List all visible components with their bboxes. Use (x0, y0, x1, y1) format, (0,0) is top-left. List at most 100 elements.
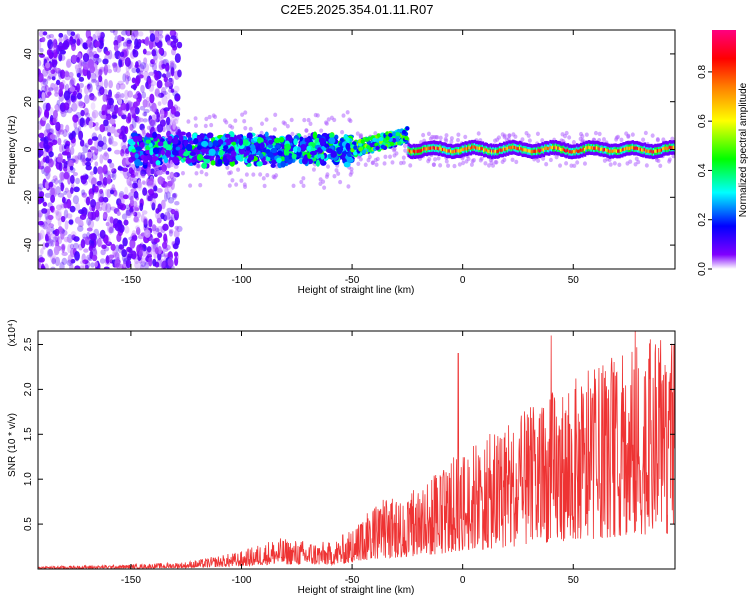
heatmap-cell (69, 76, 74, 87)
heatmap-cell (165, 170, 170, 175)
heatmap-cell (540, 138, 545, 143)
heatmap-cell (62, 40, 69, 50)
heatmap-cell (176, 41, 183, 49)
heatmap-cell (88, 245, 93, 252)
heatmap-cell (122, 194, 129, 200)
heatmap-cell (131, 148, 137, 153)
heatmap-cell (426, 131, 431, 137)
x-tick-label: -100 (231, 575, 251, 586)
heatmap-cell (50, 194, 56, 203)
heatmap-cell (168, 219, 175, 228)
heatmap-cell (383, 154, 388, 160)
heatmap-cell (133, 211, 138, 217)
colorbar-gradient (712, 30, 736, 269)
heatmap-cell (156, 79, 163, 89)
heatmap-cell (167, 185, 173, 195)
heatmap-cell (44, 242, 49, 248)
heatmap-cell (146, 248, 150, 255)
heatmap-cell (340, 129, 345, 135)
heatmap-cell (95, 57, 102, 63)
heatmap-cell (51, 258, 56, 265)
heatmap-cell (126, 39, 132, 44)
heatmap-cell (41, 208, 48, 214)
heatmap-cell (175, 106, 181, 112)
heatmap-cell (78, 76, 85, 82)
heatmap-cell (328, 137, 336, 145)
heatmap-cell (146, 249, 153, 257)
heatmap-cell (147, 189, 155, 194)
heatmap-cell (203, 123, 208, 129)
heatmap-cell (175, 95, 181, 101)
heatmap-cell (575, 160, 580, 165)
heatmap-cell (203, 155, 211, 160)
heatmap-cell (122, 261, 127, 268)
heatmap-cell (99, 68, 103, 76)
heatmap-cell (113, 251, 119, 260)
heatmap-cell (129, 238, 136, 249)
heatmap-cell (260, 121, 265, 126)
heatmap-cell (218, 149, 224, 156)
heatmap-cell (164, 183, 169, 188)
heatmap-cell (527, 138, 532, 143)
heatmap-cell (118, 244, 125, 250)
heatmap-cell (165, 92, 171, 100)
heatmap-cell (163, 212, 170, 221)
heatmap-cell (155, 228, 160, 233)
heatmap-cell (46, 248, 54, 258)
heatmap-cell (173, 32, 178, 37)
heatmap-cell (77, 225, 84, 232)
heatmap-cell (60, 182, 65, 192)
heatmap-cell (151, 242, 157, 253)
heatmap-cell (148, 218, 153, 228)
heatmap-cell (79, 139, 85, 147)
heatmap-cell (136, 116, 141, 121)
heatmap-cell (49, 187, 55, 197)
heatmap-cell (161, 63, 166, 69)
heatmap-cell (66, 190, 72, 199)
heatmap-cell (88, 233, 96, 240)
heatmap-cell (326, 164, 331, 169)
heatmap-cell (401, 129, 407, 135)
heatmap-cell (68, 159, 74, 168)
heatmap-cell (57, 192, 65, 198)
heatmap-cell (363, 162, 368, 167)
heatmap-cell (108, 80, 113, 89)
heatmap-cell (358, 147, 363, 152)
heatmap-cell (104, 151, 108, 157)
heatmap-cell (152, 258, 157, 267)
heatmap-cell (52, 49, 58, 59)
heatmap-cell (124, 89, 129, 100)
heatmap-cell (655, 137, 660, 143)
heatmap-cell (346, 184, 351, 189)
heatmap-cell (45, 62, 51, 69)
heatmap-cell (157, 176, 164, 185)
heatmap-cell (608, 162, 613, 167)
heatmap-cell (53, 82, 59, 93)
heatmap-cell (133, 135, 139, 142)
heatmap-cell (91, 152, 98, 161)
heatmap-cell (109, 30, 116, 34)
heatmap-cell (111, 141, 118, 147)
heatmap-cell (201, 140, 209, 147)
heatmap-cell (71, 42, 77, 52)
heatmap-cell (163, 107, 170, 112)
heatmap-cell (135, 227, 141, 236)
heatmap-cell (169, 61, 175, 71)
y-tick-label: 40 (23, 48, 34, 60)
heatmap-cell (122, 40, 129, 49)
heatmap-cell (60, 50, 66, 56)
heatmap-cell (91, 111, 96, 122)
heatmap-cell (228, 123, 233, 129)
heatmap-cell (161, 125, 166, 133)
heatmap-cell (66, 58, 72, 68)
heatmap-cell (94, 148, 99, 156)
heatmap-cell (142, 112, 147, 117)
heatmap-cell (332, 173, 337, 179)
heatmap-cell (60, 184, 65, 189)
heatmap-cell (144, 261, 149, 269)
heatmap-cell (76, 82, 80, 93)
heatmap-cell (438, 163, 443, 168)
heatmap-cell (535, 131, 540, 136)
heatmap-cell (201, 162, 208, 169)
heatmap-cell (139, 62, 147, 70)
